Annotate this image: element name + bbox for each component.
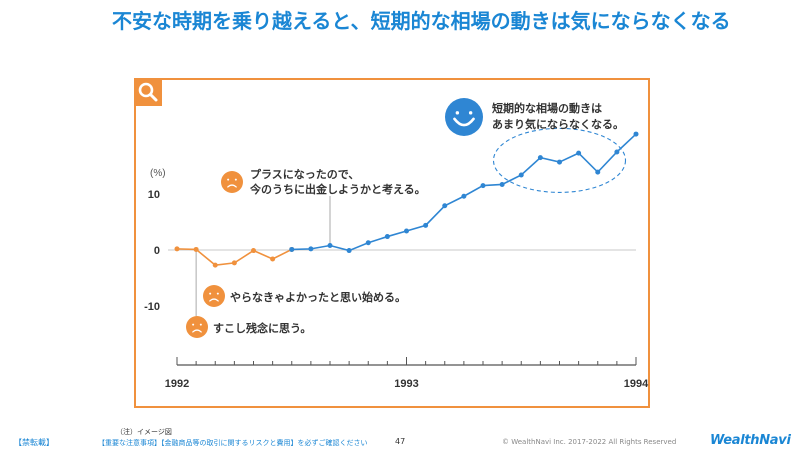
- page-title: 不安な時期を乗り越えると、短期的な相場の動きは気にならなくなる: [112, 9, 731, 33]
- data-point: [174, 246, 180, 252]
- annotation-withdraw-line2: 今のうちに出金しようかと考える。: [249, 182, 426, 196]
- y-tick-label: 0: [154, 245, 160, 257]
- data-point: [423, 222, 429, 228]
- confidential-label: 【禁転載】: [14, 438, 54, 447]
- data-point: [251, 248, 256, 254]
- x-tick-label: 1992: [165, 378, 189, 390]
- annotation-disappointed: すこし残念に思う。: [213, 321, 311, 335]
- data-point: [231, 260, 237, 266]
- copyright: © WealthNavi Inc. 2017-2022 All Rights R…: [502, 438, 677, 446]
- disclaimer-link[interactable]: 【重要な注意事項】【金融商品等の取引に関するリスクと費用】を必ずご確認ください: [98, 439, 368, 447]
- face-relaxed: [445, 98, 483, 136]
- sad-face-icon: [199, 323, 202, 326]
- face-regret: [203, 285, 225, 307]
- sad-face-icon: [192, 323, 195, 326]
- highlight-ellipse: [492, 127, 627, 193]
- sad-face-icon: [216, 292, 219, 295]
- annotation-regret: やらなきゃよかったと思い始める。: [230, 290, 406, 304]
- sad-face-icon: [221, 171, 243, 193]
- data-point: [442, 203, 448, 209]
- data-point: [384, 234, 390, 240]
- data-point: [595, 169, 601, 175]
- x-tick-label: 1994: [624, 378, 649, 390]
- smiling-face-icon: [468, 111, 473, 115]
- sad-face-icon: [186, 316, 208, 338]
- sad-face-icon: [227, 184, 237, 188]
- annotation-relaxed-line1: 短期的な相場の動きは: [492, 101, 602, 115]
- y-tick-label: 10: [148, 189, 160, 201]
- face-withdraw: [221, 171, 243, 193]
- y-axis-unit: (%): [150, 168, 166, 179]
- annotation-withdraw-line1: プラスになったので、: [250, 167, 359, 181]
- data-point: [327, 243, 333, 249]
- data-point: [614, 149, 620, 155]
- y-tick-label: -10: [144, 301, 160, 313]
- sad-face-icon: [209, 298, 219, 302]
- data-point: [518, 172, 524, 178]
- sad-face-icon: [203, 285, 225, 307]
- smiling-face-icon: [445, 98, 483, 136]
- data-point: [557, 159, 562, 165]
- chart-corner-tab: [134, 78, 162, 106]
- sad-face-icon: [234, 178, 237, 181]
- x-tick-label: 1993: [394, 378, 418, 390]
- data-point: [480, 183, 486, 189]
- image-note: （注）イメージ図: [116, 428, 172, 436]
- data-point: [193, 246, 199, 252]
- search-icon: [138, 82, 158, 102]
- annotation-relaxed-line2: あまり気にならなくなる。: [492, 117, 624, 131]
- data-point: [633, 131, 639, 137]
- data-point: [365, 240, 371, 246]
- chart-frame: [134, 78, 650, 408]
- data-point: [308, 246, 314, 252]
- data-point: [499, 181, 505, 187]
- smiling-face-icon: [453, 117, 475, 127]
- data-point: [212, 262, 218, 268]
- data-point: [576, 150, 582, 156]
- face-disappointed: [186, 316, 208, 338]
- smiling-face-icon: [455, 111, 460, 115]
- sad-face-icon: [227, 178, 230, 181]
- data-point: [537, 155, 543, 161]
- sad-face-icon: [209, 292, 212, 295]
- brand-logo: WealthNavi: [710, 433, 791, 448]
- page-number: 47: [395, 437, 406, 446]
- data-point: [346, 248, 352, 254]
- data-point: [461, 193, 467, 199]
- data-point: [289, 246, 295, 252]
- data-point: [270, 256, 276, 262]
- data-point: [404, 228, 409, 234]
- sad-face-icon: [192, 329, 202, 333]
